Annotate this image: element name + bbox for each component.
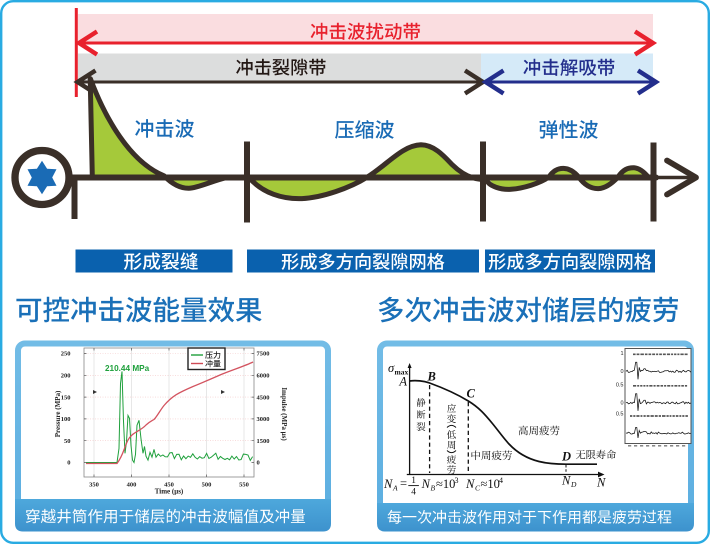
- svg-text:200: 200: [61, 373, 71, 380]
- svg-text:0.5: 0.5: [616, 412, 624, 418]
- svg-text:≈10: ≈10: [481, 477, 500, 491]
- svg-text:3000: 3000: [257, 416, 270, 423]
- svg-text:550: 550: [239, 482, 249, 489]
- svg-text:A: A: [398, 375, 407, 389]
- svg-text:D: D: [570, 480, 577, 489]
- svg-text:4: 4: [411, 488, 416, 498]
- svg-text:4: 4: [499, 476, 503, 485]
- svg-text:100: 100: [61, 416, 71, 423]
- svg-text:N: N: [465, 477, 475, 491]
- svg-text:Impulse (MPa μs): Impulse (MPa μs): [280, 387, 288, 441]
- svg-text:0: 0: [620, 369, 623, 375]
- svg-text:500: 500: [202, 482, 212, 489]
- svg-text:A: A: [392, 484, 398, 493]
- svg-text:Pressure (MPa): Pressure (MPa): [54, 390, 62, 437]
- svg-text:N: N: [596, 476, 606, 490]
- svg-text:150: 150: [61, 394, 71, 401]
- svg-text:Time (μs): Time (μs): [155, 488, 184, 496]
- svg-text:6000: 6000: [257, 373, 270, 380]
- svg-text:C: C: [467, 387, 476, 401]
- svg-text:B: B: [427, 369, 436, 383]
- svg-text:1: 1: [411, 476, 416, 486]
- svg-text:C: C: [475, 484, 481, 493]
- svg-text:0.5: 0.5: [616, 383, 624, 389]
- svg-text:N: N: [383, 477, 393, 491]
- svg-text:B: B: [431, 484, 436, 493]
- svg-text:σ: σ: [388, 361, 395, 375]
- svg-text:350: 350: [89, 482, 99, 489]
- svg-text:4500: 4500: [257, 394, 270, 401]
- svg-text:210.44 MPa: 210.44 MPa: [105, 364, 150, 373]
- svg-text:0: 0: [257, 460, 260, 467]
- svg-text:250: 250: [61, 351, 71, 358]
- svg-text:50: 50: [64, 438, 71, 445]
- svg-text:450: 450: [164, 482, 174, 489]
- svg-text:D: D: [561, 450, 571, 464]
- svg-text:N: N: [421, 477, 431, 491]
- svg-text:1500: 1500: [257, 438, 270, 445]
- svg-text:7500: 7500: [257, 351, 270, 358]
- svg-text:N: N: [561, 474, 571, 488]
- svg-text:max: max: [395, 368, 409, 377]
- svg-text:3: 3: [455, 476, 459, 485]
- svg-text:≈10: ≈10: [436, 477, 455, 491]
- svg-text:1: 1: [620, 351, 623, 357]
- svg-text:0: 0: [67, 460, 70, 467]
- svg-text:400: 400: [127, 482, 137, 489]
- svg-text:=: =: [400, 477, 407, 491]
- svg-text:0: 0: [620, 401, 623, 407]
